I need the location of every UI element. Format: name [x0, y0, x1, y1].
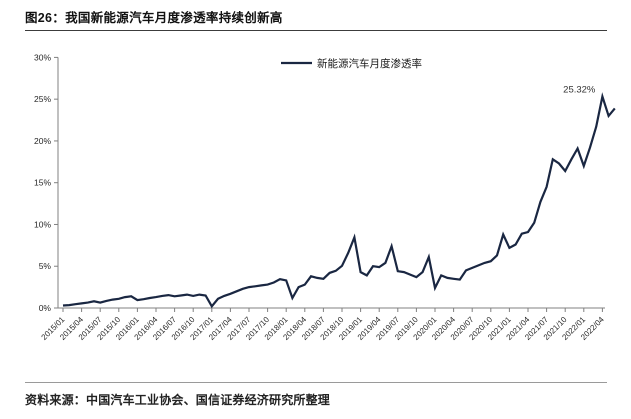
- figure-title: 图26：我国新能源汽车月度渗透率持续创新高: [25, 11, 283, 25]
- y-tick-label: 5%: [39, 261, 52, 271]
- legend-label: 新能源汽车月度渗透率: [317, 57, 422, 70]
- axes: [57, 57, 605, 309]
- source-divider: [25, 382, 607, 383]
- legend: 新能源汽车月度渗透率: [281, 57, 422, 70]
- y-tick-label: 0%: [39, 303, 52, 313]
- y-tick-label: 20%: [34, 136, 51, 146]
- source-note: 资料来源：中国汽车工业协会、国信证券经济研究所整理: [25, 393, 331, 407]
- title-divider: [25, 30, 607, 31]
- y-tick-label: 30%: [34, 52, 51, 62]
- peak-annotation: 25.32%: [563, 85, 596, 96]
- y-tick-label: 10%: [34, 219, 51, 229]
- y-tick-label: 15%: [34, 178, 51, 188]
- y-tick-label: 25%: [34, 94, 51, 104]
- series-line: [62, 92, 616, 309]
